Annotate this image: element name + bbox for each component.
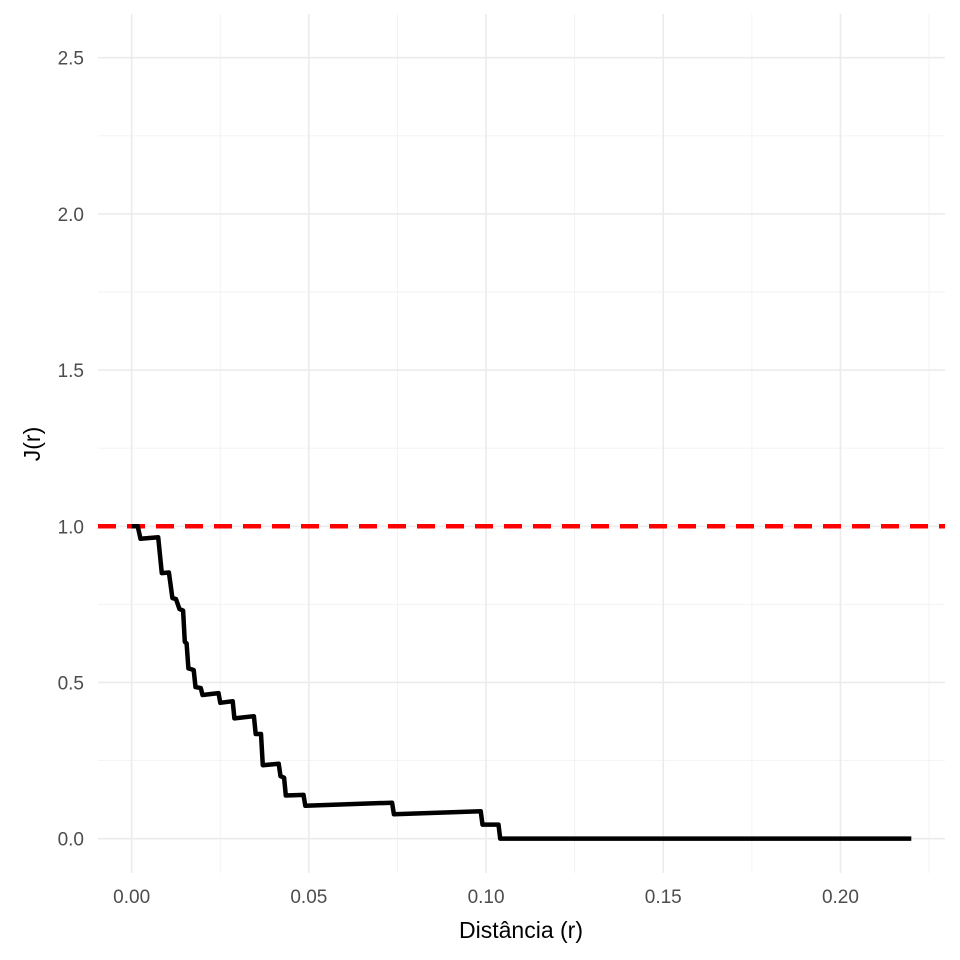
- y-tick-label: 0.0: [58, 830, 84, 851]
- x-tick-label: 0.10: [468, 887, 505, 908]
- x-axis-title: Distância (r): [459, 917, 583, 943]
- x-tick-label: 0.00: [113, 887, 150, 908]
- y-tick-label: 1.5: [58, 361, 84, 382]
- series-group: [131, 524, 912, 841]
- x-tick-label: 0.15: [645, 887, 682, 908]
- minor-gridlines: [98, 14, 945, 873]
- x-tick-label: 0.05: [290, 887, 327, 908]
- x-tick-label: 0.20: [822, 887, 859, 908]
- y-axis-tick-labels: 0.0 0.5 1.0 1.5 2.0 2.5: [58, 49, 84, 851]
- y-tick-label: 2.0: [58, 205, 84, 226]
- major-gridlines: [98, 14, 945, 873]
- y-tick-label: 0.5: [58, 673, 84, 694]
- y-tick-label: 1.0: [58, 517, 84, 538]
- y-axis-title: J(r): [19, 427, 45, 461]
- y-tick-label: 2.5: [58, 49, 84, 70]
- x-axis-tick-labels: 0.00 0.05 0.10 0.15 0.20: [113, 887, 859, 908]
- series-line: [131, 524, 912, 841]
